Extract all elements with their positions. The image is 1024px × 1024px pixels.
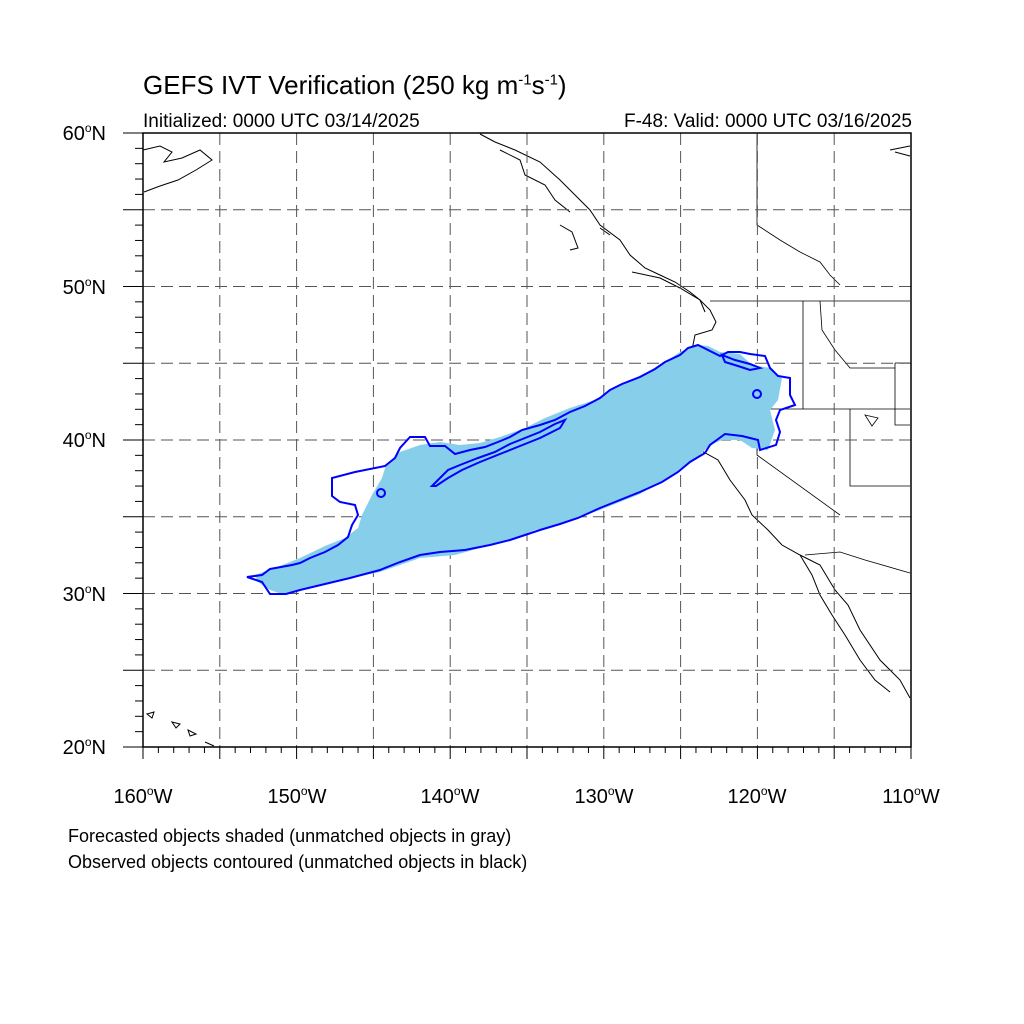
caption-observed: Observed objects contoured (unmatched ob… <box>68 852 528 872</box>
alaska-islands <box>499 149 706 313</box>
observed-small-object-2 <box>752 389 762 399</box>
alaska-coast <box>142 145 213 193</box>
observed-object <box>246 343 797 595</box>
coastlines <box>142 133 911 747</box>
lon-label-120: 120oW <box>727 784 787 808</box>
baja-peninsula <box>799 554 891 693</box>
lat-label-40: 40oN <box>62 428 106 452</box>
lon-label-130: 130oW <box>574 784 634 808</box>
lon-label-150: 150oW <box>267 784 327 808</box>
lake <box>864 414 879 427</box>
arctic-coast <box>889 145 911 157</box>
valid-time: F-48: Valid: 0000 UTC 03/16/2025 <box>624 111 912 132</box>
observed-small-object-1 <box>376 488 386 498</box>
lon-label-110: 110oW <box>882 784 940 808</box>
lon-label-140: 140oW <box>420 784 480 808</box>
alaska-panhandle-coast <box>479 133 717 323</box>
lat-label-20: 20oN <box>62 735 106 759</box>
chart-title: GEFS IVT Verification (250 kg m-1s-1) <box>143 70 567 100</box>
lat-label-60: 60oN <box>62 121 106 145</box>
lon-label-160: 160oW <box>113 784 173 808</box>
lat-label-30: 30oN <box>62 582 106 606</box>
initialized-time: Initialized: 0000 UTC 03/14/2025 <box>143 111 420 132</box>
axis-ticks <box>123 132 912 759</box>
lat-label-50: 50oN <box>62 275 106 299</box>
forecast-object <box>255 345 782 595</box>
hawaii-islands <box>145 711 215 747</box>
caption-forecast: Forecasted objects shaded (unmatched obj… <box>68 826 512 846</box>
